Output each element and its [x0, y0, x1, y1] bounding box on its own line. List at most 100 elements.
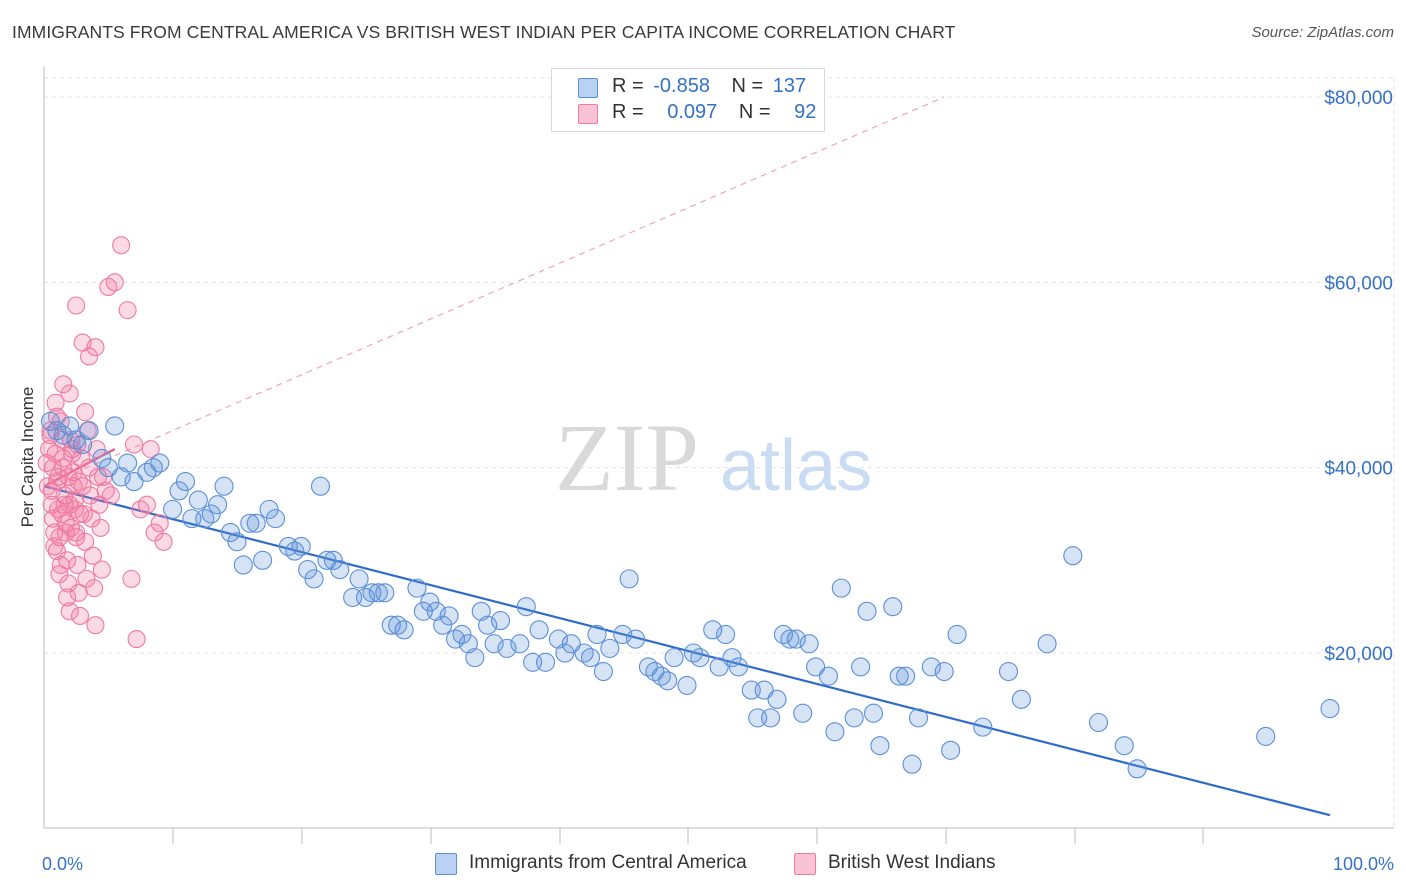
- data-point-blue: [105, 416, 125, 436]
- data-point-pink: [91, 518, 110, 537]
- data-point-blue: [908, 708, 929, 728]
- legend-swatch-pink: [578, 104, 598, 124]
- data-point-pink: [83, 546, 102, 565]
- data-point-blue: [844, 708, 864, 728]
- data-point-blue: [53, 425, 73, 445]
- data-point-blue: [240, 513, 260, 533]
- data-point-pink: [154, 532, 173, 551]
- data-point-blue: [150, 453, 170, 473]
- data-point-blue: [690, 648, 710, 668]
- trend-line-pink-dashed: [43, 96, 945, 487]
- data-point-pink: [45, 537, 64, 556]
- data-point-blue: [516, 597, 536, 617]
- data-point-blue: [998, 661, 1019, 682]
- data-point-blue: [587, 624, 607, 645]
- data-point-blue: [407, 578, 427, 598]
- source-credit: Source: ZipAtlas.com: [1251, 24, 1394, 41]
- data-point-pink: [54, 458, 73, 477]
- data-point-blue: [857, 601, 877, 621]
- data-point-blue: [664, 648, 684, 668]
- data-point-pink: [131, 500, 150, 519]
- data-point-pink: [72, 449, 91, 468]
- y-tick-label: $40,000: [1324, 459, 1393, 480]
- data-point-blue: [947, 624, 967, 645]
- data-point-pink: [42, 481, 61, 500]
- data-point-pink: [70, 606, 90, 625]
- data-point-blue: [111, 467, 131, 487]
- data-point-blue: [471, 601, 491, 621]
- data-point-blue: [188, 490, 208, 510]
- data-point-blue: [883, 597, 903, 617]
- trend-line-blue: [43, 485, 1331, 817]
- data-point-blue: [330, 560, 350, 580]
- data-point-blue: [291, 536, 311, 556]
- data-point-pink: [141, 440, 160, 459]
- data-point-blue: [169, 481, 189, 501]
- data-point-blue: [349, 569, 369, 589]
- data-point-blue: [98, 458, 118, 478]
- data-point-pink: [86, 338, 105, 357]
- data-point-blue: [246, 513, 266, 533]
- data-point-blue: [580, 648, 601, 668]
- data-point-pink: [54, 375, 73, 394]
- data-point-blue: [555, 643, 575, 663]
- bottom-legend-swatch-blue: [435, 853, 457, 875]
- data-point-pink: [46, 393, 65, 412]
- data-point-blue: [831, 578, 851, 598]
- data-point-pink: [105, 273, 124, 292]
- data-point-pink: [58, 551, 77, 570]
- data-point-pink: [92, 560, 111, 579]
- data-point-blue: [593, 661, 613, 682]
- data-point-blue: [728, 657, 748, 677]
- data-point-blue: [548, 629, 568, 649]
- legend-n-value-pink: 92: [794, 101, 817, 123]
- data-point-pink: [137, 495, 156, 514]
- data-point-blue: [439, 606, 459, 626]
- watermark: ZIP atlas: [555, 404, 872, 511]
- data-point-blue: [806, 657, 826, 677]
- data-point-blue: [433, 615, 453, 635]
- data-point-pink: [77, 569, 96, 588]
- data-point-blue: [73, 434, 93, 455]
- y-tick-label: $20,000: [1324, 644, 1393, 665]
- data-point-pink: [99, 277, 118, 297]
- data-point-pink: [59, 574, 78, 593]
- data-point-pink: [76, 532, 95, 551]
- data-point-blue: [175, 472, 196, 492]
- watermark-atlas: atlas: [720, 426, 872, 506]
- legend-r-value-blue: -0.858: [653, 75, 710, 97]
- data-point-blue: [851, 657, 871, 677]
- stats-legend: R = -0.858 N = 137 R = 0.097 N = 92: [551, 68, 825, 132]
- data-point-pink: [67, 296, 86, 315]
- data-point-blue: [233, 555, 253, 575]
- data-point-pink: [55, 495, 74, 514]
- data-point-pink: [85, 579, 104, 598]
- data-point-pink: [69, 472, 88, 491]
- data-point-blue: [458, 634, 478, 654]
- y-tick-labels: $20,000 $40,000 $60,000 $80,000: [1324, 88, 1393, 665]
- data-point-pink: [61, 518, 81, 537]
- data-point-blue: [214, 476, 234, 496]
- data-point-blue: [793, 703, 813, 723]
- data-point-blue: [40, 411, 60, 431]
- data-point-pink: [58, 588, 77, 607]
- x-tick-label-right: 100.0%: [1333, 854, 1394, 874]
- y-tick-label: $80,000: [1324, 88, 1393, 109]
- data-point-pink: [67, 528, 86, 547]
- data-point-blue: [761, 708, 781, 728]
- data-point-blue: [490, 611, 511, 631]
- legend-r-label: R =: [612, 75, 644, 97]
- data-point-blue: [420, 592, 440, 612]
- data-point-blue: [304, 569, 324, 589]
- data-point-blue: [818, 666, 839, 686]
- data-point-blue: [220, 522, 241, 543]
- y-tick-label: $60,000: [1324, 273, 1393, 294]
- data-point-blue: [658, 671, 678, 691]
- data-point-pink: [37, 453, 56, 473]
- data-point-pink: [60, 384, 79, 403]
- legend-n-value-blue: 137: [772, 75, 807, 97]
- data-point-blue: [1037, 634, 1057, 654]
- data-point-blue: [780, 629, 800, 649]
- data-point-pink: [112, 236, 131, 255]
